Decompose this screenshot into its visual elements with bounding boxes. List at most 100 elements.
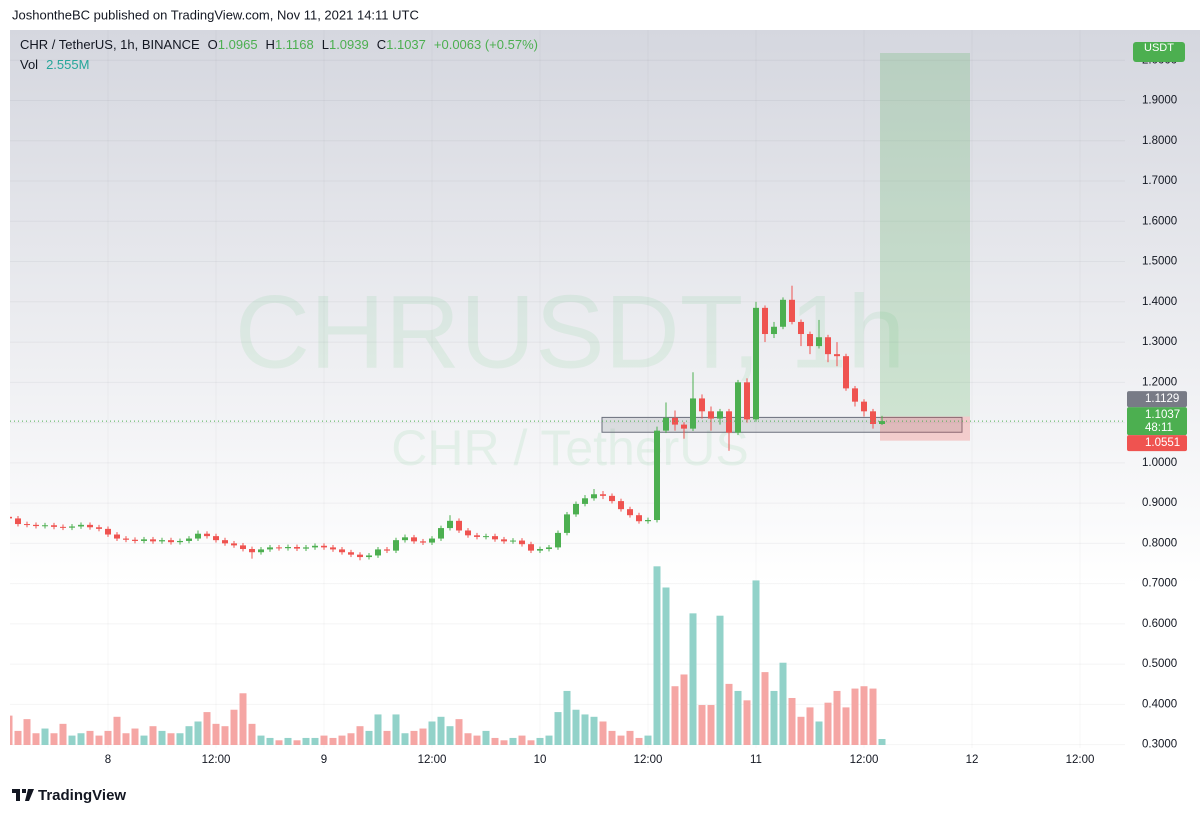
volume-bar — [662, 587, 670, 745]
candle-body — [222, 540, 229, 544]
volume-bar — [293, 740, 301, 745]
close-value: 1.1037 — [386, 37, 426, 52]
candle-body — [816, 337, 823, 347]
symbol: CHR / TetherUS, 1h, BINANCE — [20, 37, 200, 52]
volume-bar — [347, 733, 355, 745]
volume-bar — [725, 683, 733, 745]
candle-body — [861, 401, 868, 412]
candle-body — [474, 535, 481, 537]
volume-bar — [86, 730, 94, 745]
volume-bar — [473, 735, 481, 745]
candle-body — [465, 530, 472, 536]
candle-body — [78, 524, 85, 527]
volume-bar — [50, 733, 58, 745]
candle-body — [141, 539, 148, 541]
volume-bar — [59, 723, 67, 745]
candle-body — [393, 540, 400, 551]
candle-body — [699, 398, 706, 412]
footer: TradingView — [12, 787, 126, 804]
candle-body — [690, 398, 697, 429]
candle-body — [717, 411, 724, 419]
candle-body — [276, 547, 283, 549]
volume-bar — [878, 738, 886, 745]
y-tick-label: 0.4000 — [1142, 698, 1177, 710]
x-tick-label: 12:00 — [418, 754, 447, 766]
legend-ohlc: CHR / TetherUS, 1h, BINANCE O1.0965 H1.116… — [20, 37, 538, 52]
volume-bar — [860, 686, 868, 745]
candle-body — [114, 534, 121, 539]
candle-body — [825, 337, 832, 355]
candle-body — [744, 382, 751, 420]
volume-bar — [221, 726, 229, 745]
volume-bar — [491, 737, 499, 745]
volume-bar — [626, 730, 634, 745]
ohlc-letter: C — [377, 37, 386, 52]
volume-bar — [176, 733, 184, 745]
candle-body — [159, 540, 166, 542]
volume-bar — [257, 735, 265, 745]
candle-body — [753, 307, 760, 420]
candle-body — [231, 543, 238, 546]
brand-logo — [12, 789, 34, 801]
candle-body — [771, 326, 778, 335]
position-target — [880, 52, 971, 417]
candle-body — [681, 424, 688, 429]
volume-bar — [509, 737, 517, 745]
candle-body — [726, 411, 733, 433]
candle-body — [186, 538, 193, 541]
volume-bar — [599, 721, 607, 745]
candle-body — [456, 520, 463, 531]
candle-body — [204, 533, 211, 537]
candle-body — [177, 540, 184, 543]
stop-label: 1.0551 — [1145, 437, 1180, 449]
volume-bar — [329, 737, 337, 745]
volume-bar — [770, 690, 778, 745]
low-value: 1.0939 — [329, 37, 369, 52]
volume-bar — [833, 690, 841, 745]
volume-bar — [104, 730, 112, 745]
countdown-label: 48:11 — [1145, 422, 1173, 434]
candle-body — [87, 524, 94, 528]
volume-bar — [482, 730, 490, 745]
volume-bar — [869, 688, 877, 745]
candle-body — [168, 540, 175, 543]
volume-bar — [275, 740, 283, 745]
candle-body — [564, 514, 571, 533]
volume-bar — [167, 733, 175, 745]
volume-bar — [644, 735, 652, 745]
volume-bar — [761, 672, 769, 745]
volume-bar — [410, 730, 418, 745]
x-tick-label: 11 — [750, 754, 762, 766]
y-tick-label: 1.9000 — [1142, 95, 1177, 107]
last-price-label: 1.1037 — [1145, 409, 1180, 421]
volume-bar — [383, 730, 391, 745]
volume-bar — [302, 737, 310, 745]
candle-body — [447, 520, 454, 529]
candle-body — [51, 525, 58, 527]
y-tick-label: 0.3000 — [1142, 739, 1177, 751]
candle-body — [384, 549, 391, 551]
volume-bar — [536, 737, 544, 745]
candle-body — [591, 494, 598, 499]
legend-volume: Vol 2.555M — [20, 57, 89, 72]
volume-bar — [842, 707, 850, 745]
zone-badge — [1127, 391, 1187, 408]
candle-body — [807, 334, 814, 347]
volume-bar — [10, 715, 13, 745]
legend: CHR / TetherUS, 1h, BINANCE O1.0965 H1.116… — [20, 37, 538, 72]
watermark-symbol: CHRUSDT, 1h — [235, 274, 905, 390]
volume-bar — [797, 716, 805, 745]
volume-bar — [824, 702, 832, 745]
candle-body — [789, 299, 796, 322]
y-tick-label: 1.2000 — [1142, 376, 1177, 388]
volume-bar — [266, 737, 274, 745]
volume-bar — [545, 735, 553, 745]
volume-bar — [689, 613, 697, 745]
candle-body — [10, 516, 13, 519]
volume-bar — [716, 615, 724, 745]
candle-body — [735, 382, 742, 433]
volume-bar — [23, 719, 31, 745]
candle-body — [852, 388, 859, 402]
zone-label: 1.1129 — [1145, 393, 1179, 405]
